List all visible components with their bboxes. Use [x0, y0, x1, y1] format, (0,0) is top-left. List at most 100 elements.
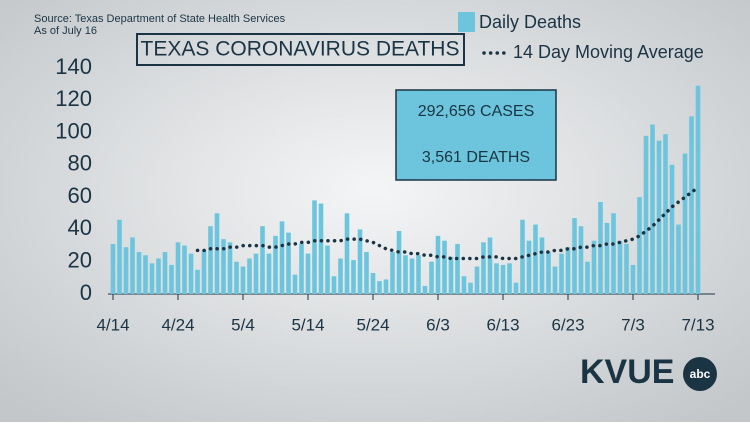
y-tick-label: 120	[55, 86, 92, 111]
bar	[643, 135, 649, 294]
bar	[656, 140, 662, 294]
bar	[182, 245, 187, 294]
bar	[500, 264, 506, 294]
bar	[526, 240, 532, 294]
bar	[468, 282, 473, 294]
bar	[637, 197, 642, 294]
legend-label: Daily Deaths	[479, 12, 581, 32]
bar	[201, 250, 207, 294]
bar	[695, 85, 701, 294]
y-tick-label: 20	[68, 248, 92, 273]
bar	[494, 263, 499, 294]
bar	[682, 153, 688, 294]
bar	[624, 243, 629, 294]
bar	[403, 255, 408, 294]
source: Source: Texas Department of State Health…	[34, 13, 286, 25]
bar	[578, 226, 584, 294]
y-tick-label: 80	[68, 151, 92, 176]
bar	[110, 243, 116, 294]
x-tick-label: 5/4	[231, 315, 255, 334]
logo-badge	[683, 357, 717, 391]
bar	[305, 253, 311, 294]
bar	[422, 285, 428, 294]
logo-text: KVUE	[580, 353, 674, 391]
bar	[351, 260, 356, 294]
bar	[136, 252, 142, 294]
bar	[390, 252, 395, 294]
bar	[370, 273, 376, 294]
bar	[552, 266, 558, 294]
x-tick-label: 7/13	[681, 315, 714, 334]
bar	[442, 240, 447, 294]
bar	[123, 247, 129, 294]
bar	[630, 264, 636, 294]
bar	[188, 253, 194, 294]
bar	[663, 134, 668, 294]
y-tick-label: 0	[80, 280, 92, 305]
x-tick-label: 5/14	[291, 315, 324, 334]
bar	[357, 229, 363, 294]
bar	[604, 222, 610, 294]
bar	[175, 242, 181, 294]
bar	[117, 219, 122, 294]
bar	[214, 213, 220, 294]
bar	[435, 235, 441, 294]
bar	[409, 258, 415, 294]
bar	[533, 224, 538, 294]
x-tick-label: 4/24	[161, 315, 194, 334]
title-box	[136, 33, 465, 66]
bar	[260, 226, 265, 294]
bar	[513, 282, 519, 294]
bar	[234, 261, 239, 294]
bar	[416, 255, 421, 294]
bar	[461, 276, 467, 294]
logo: KVUE abc	[580, 353, 717, 391]
x-tick-label: 5/24	[356, 315, 389, 334]
x-tick-label: 6/23	[551, 315, 584, 334]
bar	[208, 226, 213, 294]
bar	[598, 201, 603, 294]
bar	[676, 224, 681, 294]
bar	[448, 256, 454, 294]
bar	[669, 164, 675, 294]
bar	[383, 279, 389, 294]
info-box	[395, 89, 557, 181]
bar	[650, 124, 655, 294]
y-tick-label: 140	[55, 54, 92, 79]
y-tick-label: 40	[68, 215, 92, 240]
logo-badge-text: abc	[690, 367, 711, 381]
bar	[546, 252, 551, 294]
bar	[162, 252, 168, 294]
bar	[130, 237, 135, 294]
cases: 292,656 CASES	[418, 103, 535, 120]
bar	[318, 203, 324, 294]
y-tick-label: 60	[68, 183, 92, 208]
bar	[507, 263, 512, 294]
bar	[279, 221, 285, 294]
bar	[195, 269, 200, 294]
as-of: As of July 16	[34, 25, 97, 37]
bar	[617, 240, 623, 294]
legend-label: 14 Day Moving Average	[513, 42, 704, 62]
bar	[221, 239, 226, 294]
bar	[143, 255, 148, 294]
bar	[611, 213, 616, 294]
bar	[266, 253, 272, 294]
bar	[312, 200, 317, 294]
y-tick-label: 100	[55, 118, 92, 143]
bar	[299, 243, 304, 294]
bar	[331, 276, 337, 294]
bar	[325, 245, 330, 294]
x-tick-label: 7/3	[621, 315, 645, 334]
bar	[565, 247, 571, 294]
bar	[455, 243, 460, 294]
bar	[689, 116, 694, 294]
chart-title: TEXAS CORONAVIRUS DEATHS	[141, 38, 460, 61]
bar	[539, 237, 545, 294]
bar	[474, 266, 480, 294]
x-tick-label: 6/3	[426, 315, 450, 334]
bar	[572, 218, 577, 294]
